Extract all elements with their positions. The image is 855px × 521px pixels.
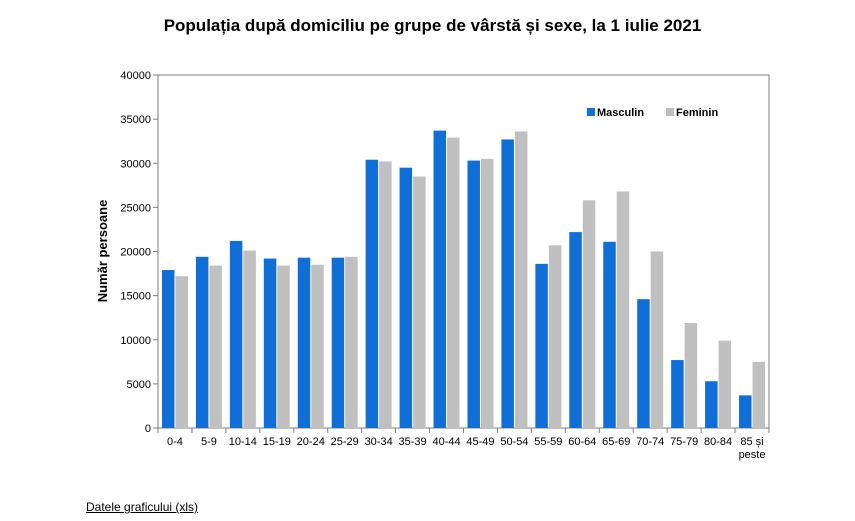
x-tick-label: 40-44 <box>432 436 460 448</box>
bar-feminin-3 <box>277 265 290 428</box>
x-tick-label: 35-39 <box>399 436 427 448</box>
bar-feminin-6 <box>379 161 392 429</box>
bar-masculin-16 <box>705 381 718 428</box>
bar-feminin-2 <box>243 250 256 428</box>
chart-title: Populația după domiciliu pe grupe de vâr… <box>163 16 702 35</box>
bar-feminin-16 <box>718 340 732 428</box>
legend-label-masculin: Masculin <box>597 107 644 119</box>
x-tick-label: 0-4 <box>167 436 183 448</box>
bar-masculin-11 <box>535 263 548 428</box>
x-tick-label: 70-74 <box>636 436 664 448</box>
x-tick-label: 5-9 <box>201 436 217 448</box>
x-tick-label: 45-49 <box>466 436 494 448</box>
x-tick-label: 50-54 <box>500 436 528 448</box>
x-tick-label: 55-59 <box>534 436 562 448</box>
bar-masculin-13 <box>603 241 616 428</box>
bar-feminin-5 <box>345 256 358 428</box>
bar-masculin-2 <box>229 240 243 428</box>
x-tick-label: 10-14 <box>229 436 257 448</box>
y-tick-label: 25000 <box>120 202 151 214</box>
bar-feminin-0 <box>175 276 188 428</box>
bar-masculin-1 <box>195 256 209 428</box>
bar-masculin-8 <box>433 130 447 428</box>
bar-feminin-4 <box>311 264 324 428</box>
bar-masculin-6 <box>365 159 379 428</box>
bar-feminin-15 <box>684 322 698 428</box>
bar-masculin-15 <box>671 360 684 428</box>
y-tick-label: 35000 <box>120 114 151 126</box>
legend-swatch-feminin <box>666 108 674 116</box>
bar-masculin-0 <box>161 270 175 428</box>
bar-feminin-8 <box>447 137 460 428</box>
legend-label-feminin: Feminin <box>676 107 718 119</box>
bar-masculin-5 <box>331 257 345 428</box>
y-tick-label: 5000 <box>127 379 151 391</box>
legend-swatch-masculin <box>587 108 595 116</box>
y-tick-label: 0 <box>145 423 151 435</box>
bar-feminin-7 <box>413 176 426 428</box>
x-tick-label: 80-84 <box>704 436 732 448</box>
bar-feminin-1 <box>209 265 222 428</box>
x-tick-label: 60-64 <box>568 436 596 448</box>
x-tick-label: 20-24 <box>297 436 325 448</box>
bar-masculin-17 <box>739 395 752 428</box>
bar-feminin-17 <box>752 361 766 428</box>
bar-feminin-13 <box>616 191 630 428</box>
bar-masculin-14 <box>637 299 650 428</box>
bar-masculin-7 <box>399 167 413 428</box>
x-tick-label: 65-69 <box>602 436 630 448</box>
bar-masculin-3 <box>263 258 277 428</box>
x-tick-label: 25-29 <box>331 436 359 448</box>
y-axis-label: Număr persoane <box>95 200 110 303</box>
bar-feminin-9 <box>480 158 494 428</box>
bar-masculin-12 <box>569 232 582 428</box>
chart-data-link[interactable]: Datele graficului (xls) <box>86 500 199 514</box>
x-tick-label: 75-79 <box>670 436 698 448</box>
bar-feminin-14 <box>650 251 664 428</box>
bar-feminin-10 <box>514 131 528 429</box>
y-tick-label: 30000 <box>120 158 151 170</box>
x-tick-label: 15-19 <box>263 436 291 448</box>
legend: Masculin Feminin <box>587 107 718 119</box>
bar-masculin-10 <box>501 139 514 429</box>
x-tick-label: 30-34 <box>365 436 393 448</box>
bar-masculin-9 <box>467 160 480 429</box>
bar-masculin-4 <box>297 257 311 428</box>
y-tick-label: 15000 <box>120 291 151 303</box>
y-tick-label: 40000 <box>120 70 151 82</box>
x-tick-label: 85 și peste <box>739 436 766 461</box>
bar-feminin-11 <box>548 245 562 428</box>
y-tick-label: 20000 <box>120 247 151 259</box>
y-tick-label: 10000 <box>120 335 151 347</box>
bar-feminin-12 <box>582 200 596 428</box>
